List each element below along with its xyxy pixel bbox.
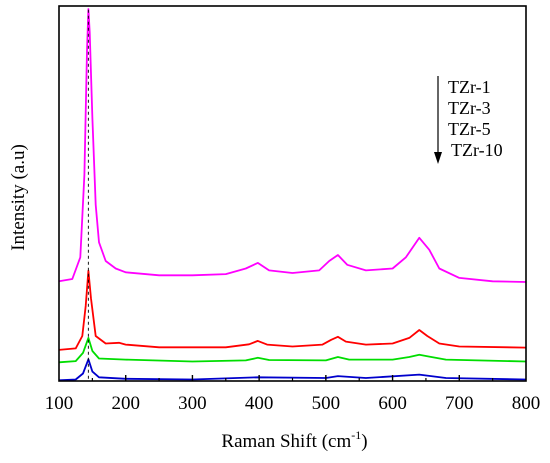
legend-entry-tzr-3: TZr-3 [448,98,491,118]
x-axis-label: Raman Shift (cm-1) [221,428,367,452]
series-line-tzr-3 [58,269,527,351]
y-axis-label: Intensity (a.u) [8,144,29,251]
series-line-tzr-5 [58,337,527,364]
x-axis-label-main: Raman Shift (cm [221,431,351,452]
x-axis-label-end: ) [361,431,367,452]
x-axis-label-sup: -1 [351,428,361,442]
series-layer [58,8,527,382]
x-tick-label-700: 700 [445,393,474,414]
x-tick-label-500: 500 [312,393,341,414]
legend-arrow-head-icon [434,152,442,164]
x-tick-label-100: 100 [45,393,74,414]
series-line-tzr-10 [58,358,527,382]
x-tick-labels: 100 200 300 400 500 600 700 800 [45,393,541,414]
x-tick-label-400: 400 [245,393,274,414]
series-line-tzr-1 [58,8,527,283]
x-ticks [91,375,494,381]
x-tick-label-600: 600 [378,393,407,414]
legend-entry-tzr-10: TZr-10 [451,140,503,160]
x-tick-label-200: 200 [111,393,140,414]
plot-frame [58,5,527,382]
legend-entry-tzr-1: TZr-1 [448,77,491,97]
x-tick-label-800: 800 [512,393,541,414]
legend-entry-tzr-5: TZr-5 [448,119,491,139]
x-tick-label-300: 300 [178,393,207,414]
